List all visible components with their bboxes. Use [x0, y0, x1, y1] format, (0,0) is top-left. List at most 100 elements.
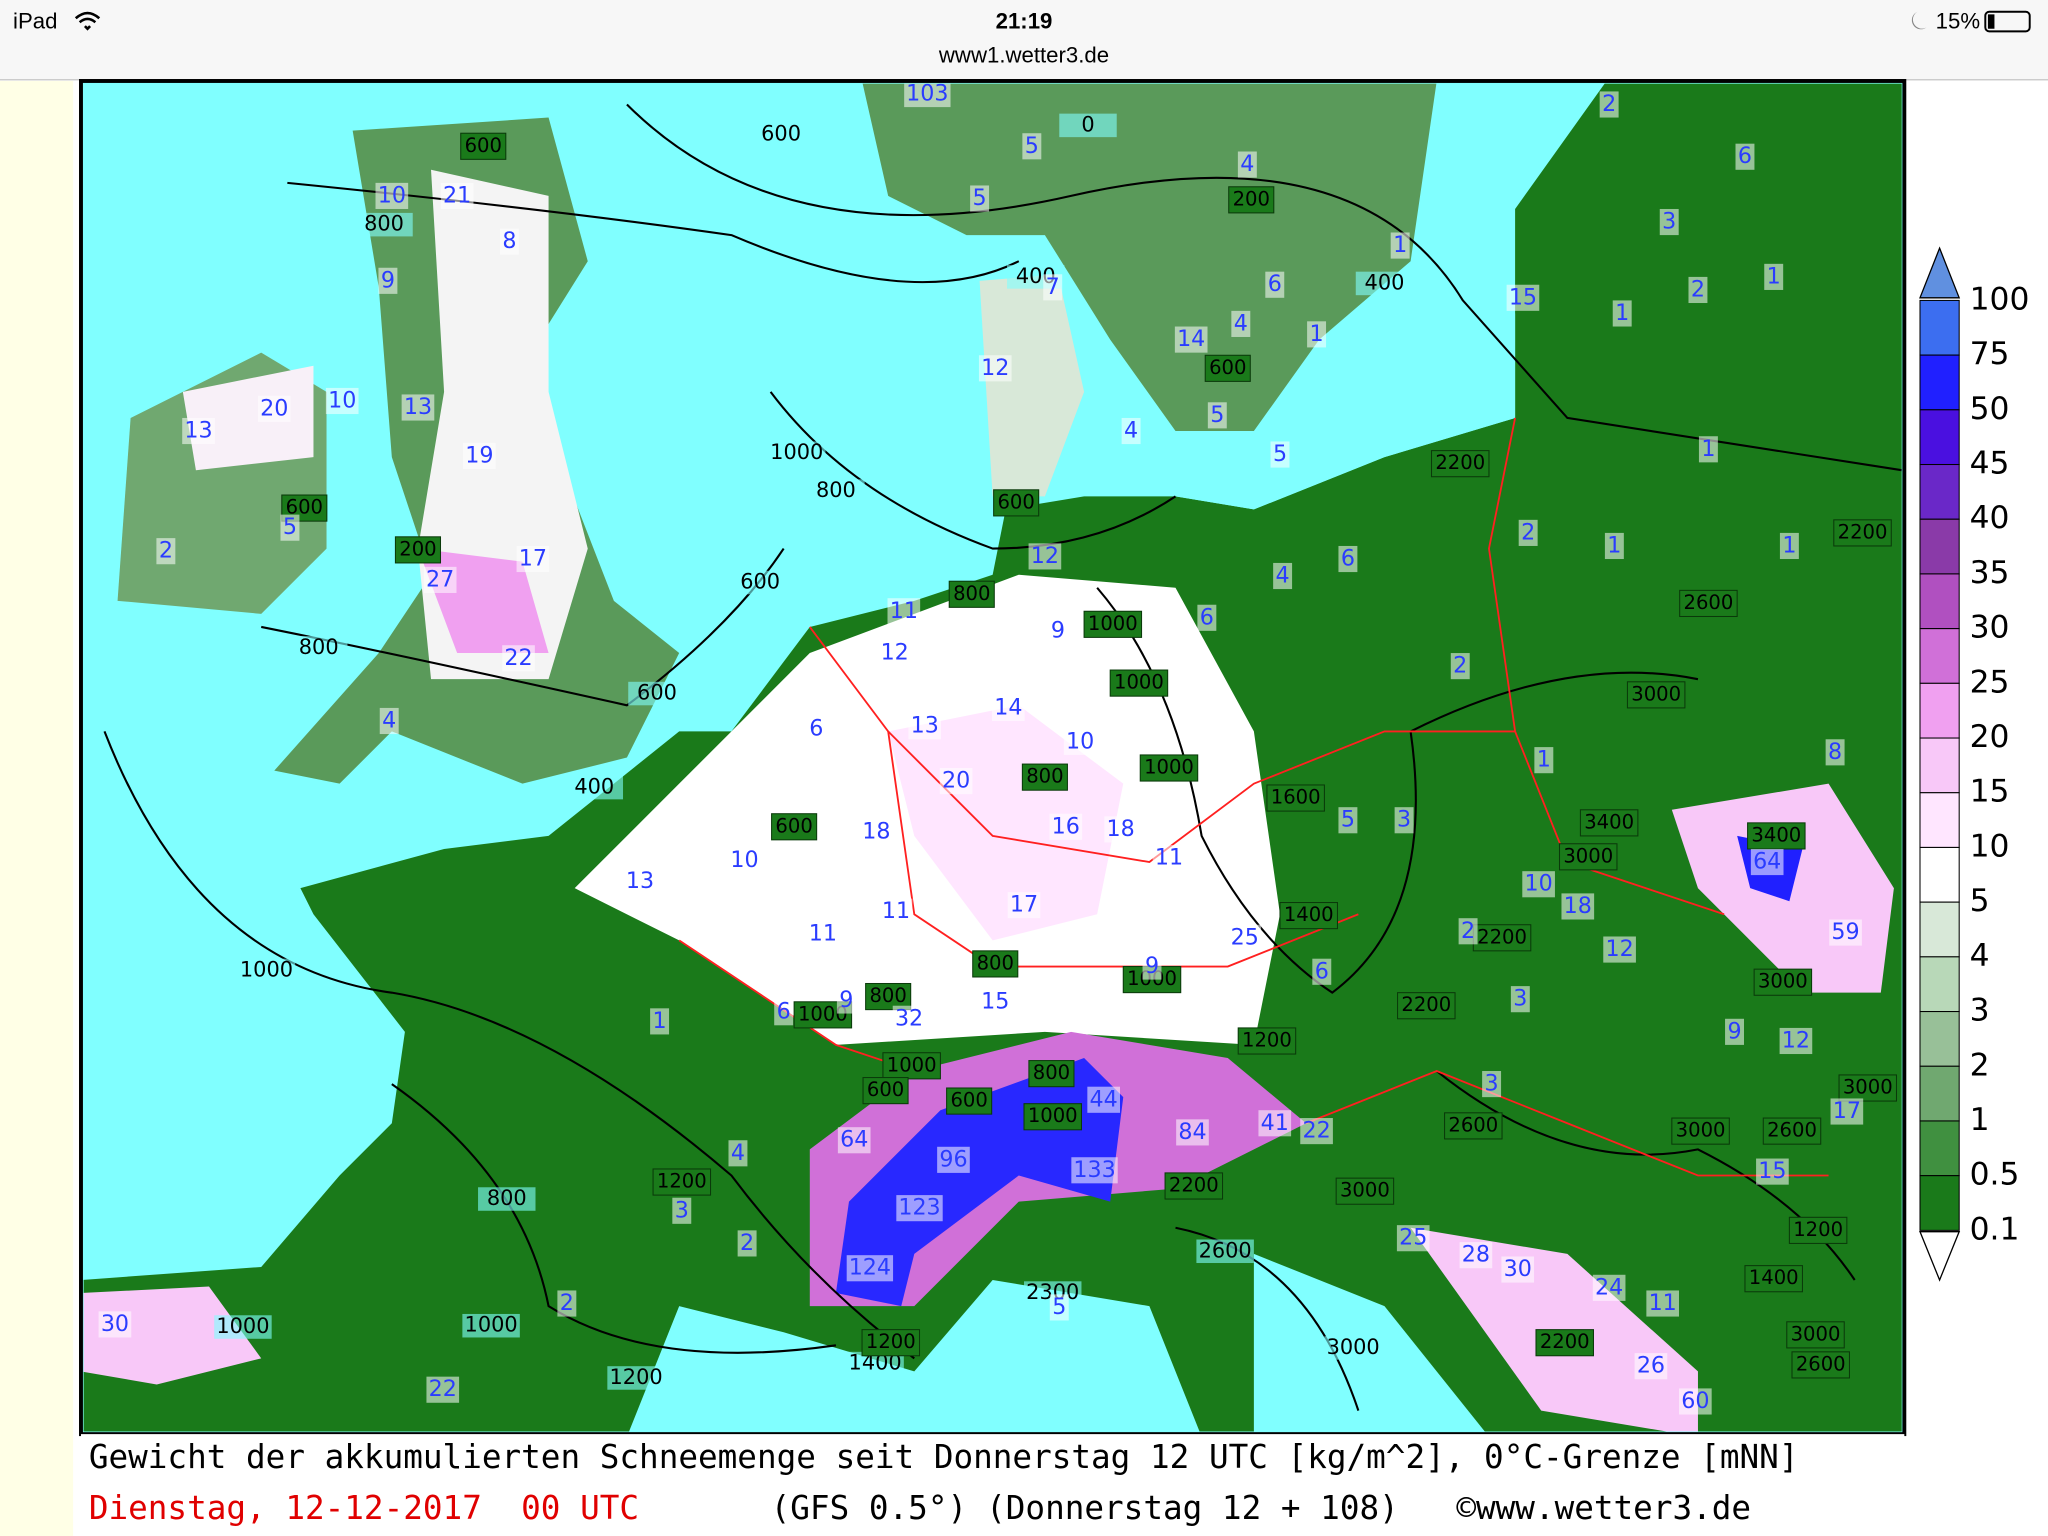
snow-amount-label: 7 [1046, 274, 1060, 300]
snow-amount-label: 30 [1504, 1256, 1532, 1282]
legend-label: 50 [1970, 391, 2010, 427]
snow-amount-label: 1 [1782, 532, 1796, 558]
snow-label-bg [1458, 918, 1478, 945]
snow-label-bg [1510, 986, 1530, 1013]
snow-label-bg [896, 1195, 943, 1222]
device-name: iPad [13, 9, 57, 34]
snow-amount-label: 18 [1564, 893, 1592, 919]
legend-label: 25 [1970, 664, 2010, 700]
freezing-level-box [1028, 1060, 1075, 1088]
snow-amount-label: 1 [653, 1008, 667, 1034]
freezing-level-label: 2200 [1838, 520, 1888, 543]
legend-swatch [1919, 409, 1960, 466]
snow-amount-label: 11 [1649, 1290, 1677, 1316]
freezing-level-label: 1200 [866, 1330, 916, 1353]
freezing-level-box [1397, 992, 1456, 1020]
snow-amount-label: 17 [1010, 892, 1038, 918]
freezing-level-label: 1400 [1284, 903, 1334, 926]
snow-label-bg [1049, 1294, 1069, 1321]
legend-label: 3 [1970, 993, 1990, 1029]
battery-percent: 15% [1936, 9, 1980, 34]
contour-label: 3000 [1327, 1335, 1380, 1359]
caption-date: Dienstag, 12-12-2017 00 UTC [89, 1489, 639, 1527]
contour-label-bg [768, 441, 826, 465]
freezing-level-label: 200 [399, 537, 436, 560]
url[interactable]: www1.wetter3.de [938, 43, 1109, 68]
snow-amount-label: 1 [1615, 300, 1629, 326]
snow-label-bg [1197, 604, 1217, 631]
contour-label-bg [237, 958, 296, 983]
legend-label: 75 [1970, 336, 2010, 372]
snow-label-bg [1634, 1353, 1668, 1380]
legend-swatch [1919, 846, 1960, 903]
contour-label: 400 [1365, 270, 1405, 294]
snow-label-bg [737, 1230, 757, 1257]
contour-label: 1000 [240, 957, 293, 981]
snow-label-bg [423, 566, 457, 593]
freezing-level-box [1626, 681, 1686, 709]
snow-label-bg [280, 514, 300, 541]
snow-amount-label: 5 [1210, 402, 1224, 428]
snow-amount-label: 59 [1831, 919, 1859, 945]
snow-label-bg [1659, 208, 1679, 236]
freezing-level-label: 600 [950, 1089, 987, 1112]
contour-label-bg [807, 479, 865, 503]
snow-amount-label: 12 [881, 640, 909, 666]
snow-label-bg [1258, 1110, 1292, 1137]
freezing-level-label: 1000 [1088, 612, 1138, 635]
contour-label-bg [731, 570, 789, 595]
legend-swatch [1919, 1011, 1960, 1067]
snow-amount-label: 13 [626, 868, 654, 894]
legend-swatch [1919, 901, 1960, 958]
snow-label-bg [1825, 739, 1845, 766]
snow-label-bg [836, 987, 856, 1014]
snow-label-bg [992, 694, 1025, 721]
snow-amount-label: 2 [159, 538, 173, 564]
freezing-level-label: 1600 [1271, 786, 1321, 809]
snow-label-bg [728, 847, 761, 874]
snow-amount-label: 4 [1240, 151, 1254, 177]
browser-chrome [0, 0, 2048, 81]
snow-amount-label: 6 [777, 999, 791, 1025]
contour-label: 1000 [465, 1313, 518, 1337]
snow-label-bg [1592, 1274, 1626, 1301]
snow-amount-label: 6 [1738, 143, 1752, 169]
snow-label-bg [1725, 1018, 1744, 1045]
contour-label-bg [355, 212, 413, 237]
snow-amount-label: 41 [1261, 1110, 1289, 1136]
snow-label-bg [806, 715, 826, 742]
snow-label-bg [1829, 919, 1862, 946]
snow-label-bg [672, 1197, 692, 1224]
contour-label-bg [846, 1351, 904, 1376]
freezing-level-label: 200 [1233, 187, 1270, 210]
legend-label: 1 [1970, 1102, 1990, 1138]
freezing-level-box [1472, 924, 1532, 952]
freezing-level-label: 2600 [1796, 1352, 1846, 1375]
snow-amount-label: 14 [994, 694, 1022, 720]
snow-label-bg [426, 1376, 460, 1403]
snow-amount-label: 11 [882, 898, 910, 924]
snow-label-bg [806, 920, 840, 947]
legend-top-arrow [1919, 246, 1961, 299]
snow-label-bg [1207, 402, 1227, 429]
freezing-level-label: 800 [977, 951, 1014, 974]
contour-label-bg [462, 1313, 520, 1338]
legend-swatch [1919, 956, 1960, 1013]
snow-label-bg [1764, 263, 1784, 290]
snow-amount-label: 5 [1052, 1294, 1066, 1320]
legend-bottom-arrow [1919, 1231, 1961, 1282]
freezing-level-label: 600 [1209, 356, 1246, 379]
snow-amount-label: 2 [1461, 918, 1475, 944]
snow-amount-label: 5 [1273, 441, 1287, 467]
snow-label-bg [623, 868, 657, 895]
legend-label: 10 [1970, 828, 2010, 864]
snow-label-bg [1459, 1242, 1493, 1269]
contour-label-bg [214, 1315, 272, 1339]
freezing-level-label: 600 [286, 496, 323, 519]
snow-label-bg [1338, 545, 1358, 573]
freezing-level-label: 1200 [1242, 1028, 1292, 1051]
freezing-level-label: 3400 [1584, 810, 1634, 833]
snow-label-bg [774, 999, 794, 1026]
scandinavia [862, 83, 1437, 432]
snow-label-bg [325, 387, 359, 415]
